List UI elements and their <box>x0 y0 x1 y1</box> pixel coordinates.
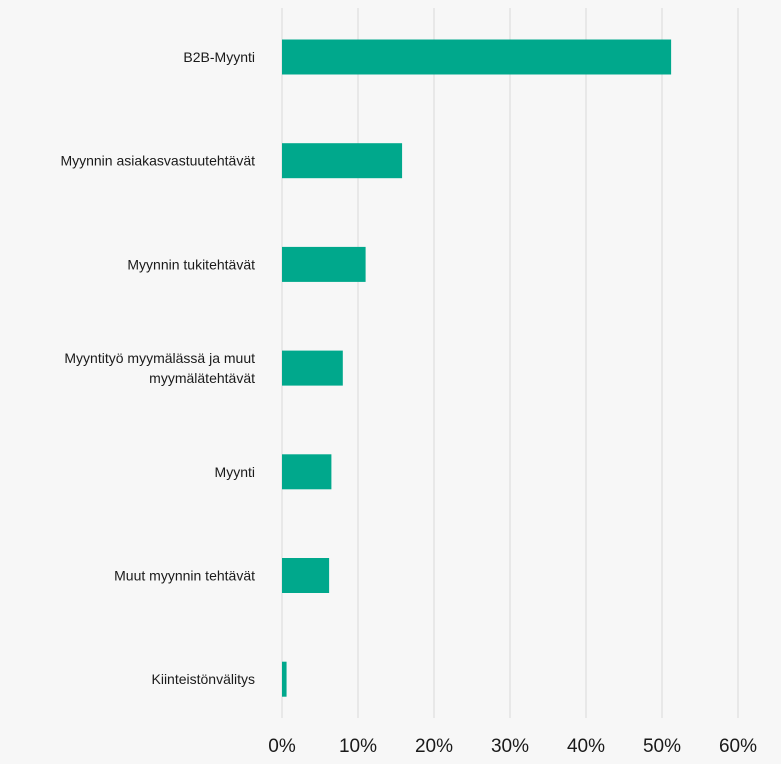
category-label: Kiinteistönvälitys <box>152 671 256 687</box>
bar <box>282 39 672 75</box>
category-label-line: Muut myynnin tehtävät <box>114 568 255 584</box>
x-tick-label: 60% <box>719 736 757 757</box>
bar <box>282 143 403 179</box>
category-label: Myynnin asiakasvastuutehtävät <box>60 153 255 169</box>
category-label: Muut myynnin tehtävät <box>114 568 255 584</box>
category-label-line: Myynnin tukitehtävät <box>127 256 255 272</box>
x-tick-label: 20% <box>415 736 453 757</box>
category-label-line: Myyntityö myymälässä ja muut <box>64 350 255 366</box>
x-tick-label: 50% <box>643 736 681 757</box>
x-tick-label: 40% <box>567 736 605 757</box>
category-label-line: Myynnin asiakasvastuutehtävät <box>60 153 255 169</box>
grid-lines <box>281 8 739 718</box>
bar <box>282 558 330 593</box>
category-label-line: Myynti <box>215 464 255 480</box>
x-tick-label: 30% <box>491 736 529 757</box>
category-labels: B2B-Myynti Myynnin asiakasvastuutehtävät M… <box>60 49 255 687</box>
category-label: Myynti <box>215 464 255 480</box>
x-tick-label: 10% <box>339 736 377 757</box>
bars <box>282 39 672 697</box>
bar <box>282 454 332 490</box>
bar <box>282 350 343 386</box>
bar <box>282 661 287 697</box>
category-label-line: myymälätehtävät <box>149 370 255 386</box>
bar <box>282 246 366 282</box>
category-label: Myyntityö myymälässä ja muut myymälätehtä… <box>64 350 255 386</box>
category-label: B2B-Myynti <box>183 49 255 65</box>
category-label: Myynnin tukitehtävät <box>127 256 255 272</box>
x-axis-tick-labels: 0% 10% 20% 30% 40% 50% 60% <box>268 736 757 757</box>
category-label-line: Kiinteistönvälitys <box>152 671 256 687</box>
x-tick-label: 0% <box>268 736 296 757</box>
category-label-line: B2B-Myynti <box>183 49 255 65</box>
